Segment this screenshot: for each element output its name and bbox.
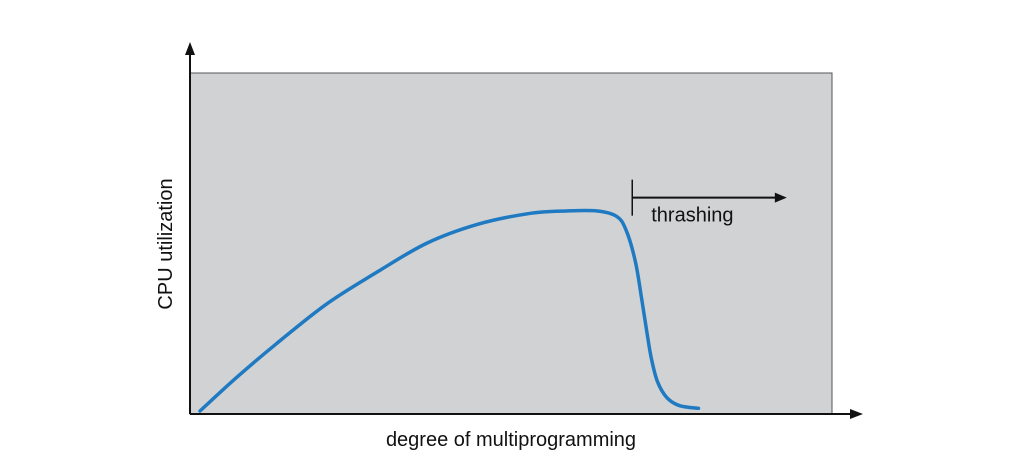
x-axis-label: degree of multiprogramming — [386, 429, 636, 451]
series-line-0 — [198, 208, 701, 413]
x-axis-arrowhead — [850, 409, 863, 419]
thrashing-arrowhead — [774, 192, 787, 203]
y-axis-label: CPU utilization — [155, 178, 177, 309]
y-axis-arrowhead — [185, 42, 195, 55]
plot-area — [189, 72, 833, 415]
thrashing-label: thrashing — [651, 205, 733, 227]
